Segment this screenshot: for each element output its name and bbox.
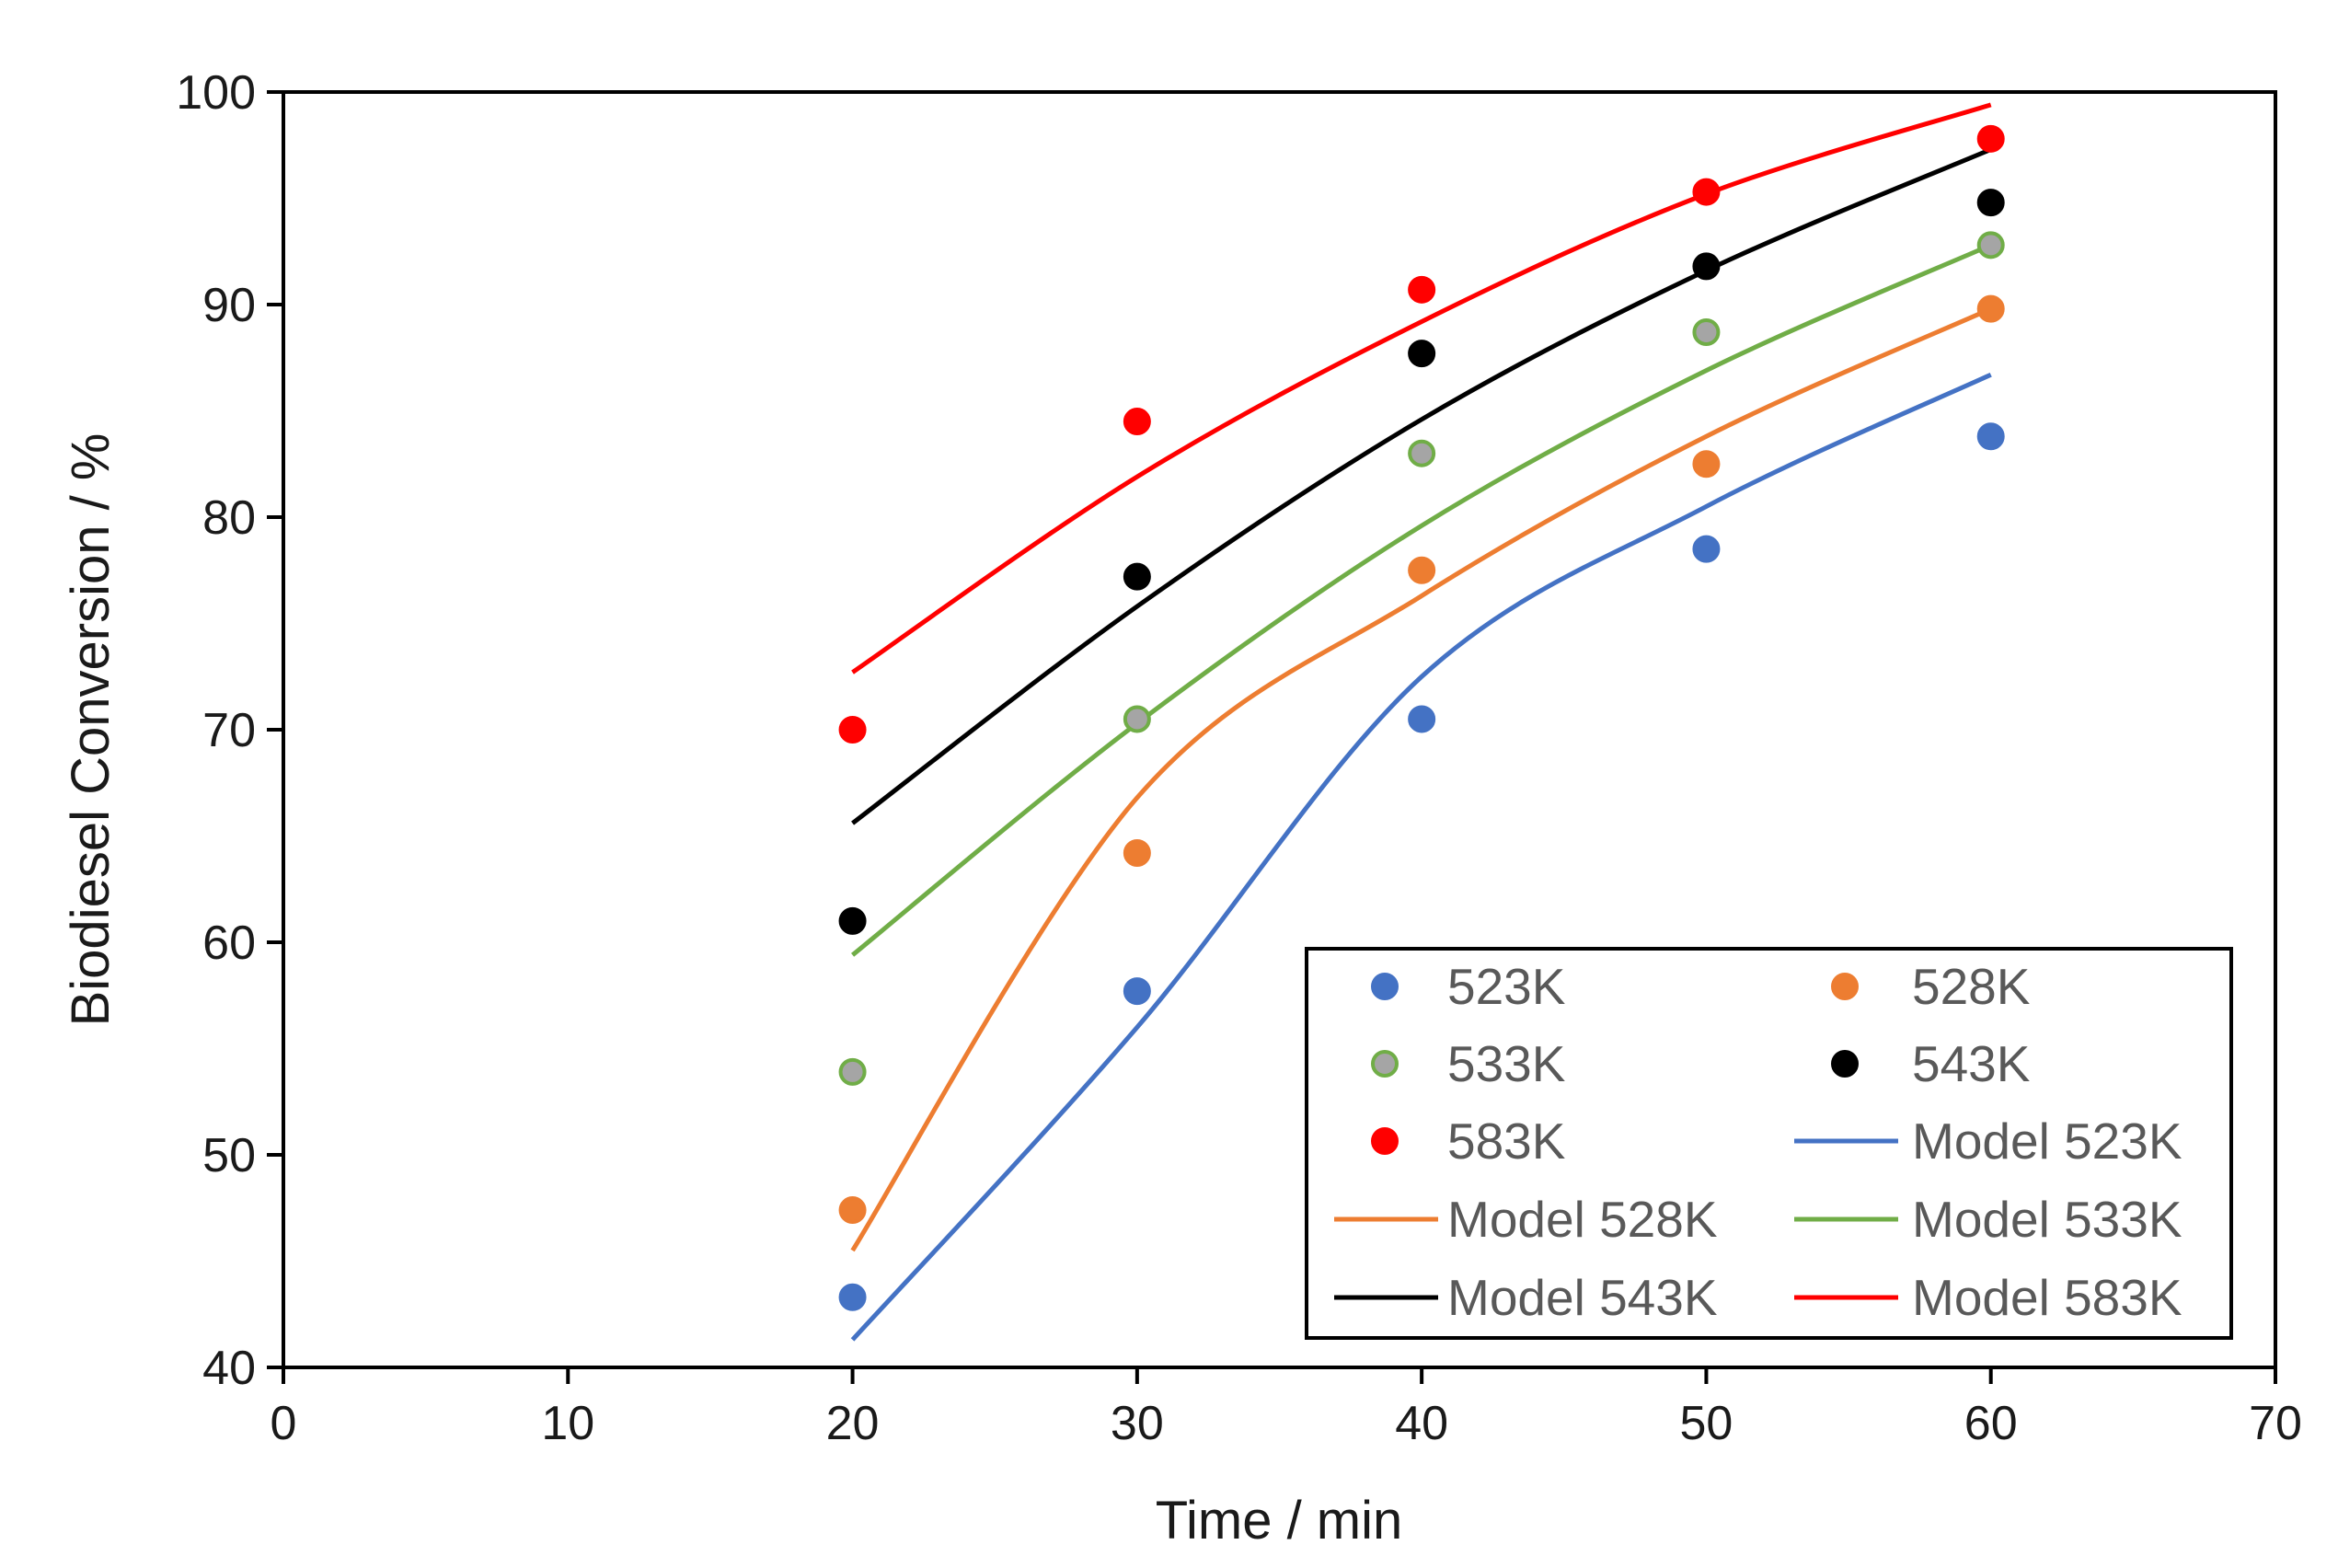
legend-label-model-533k: Model 533K (1912, 1191, 2183, 1248)
legend-label-533k: 533K (1447, 1035, 1566, 1092)
y-tick-label: 40 (202, 1342, 256, 1395)
point-583k (838, 716, 867, 744)
x-tick-label: 50 (1680, 1397, 1733, 1450)
point-583k (1123, 408, 1151, 436)
legend: 523K 528K 533K 543K 583K Model 523K Model 528K… (1305, 947, 2233, 1340)
legend-label-528k: 528K (1912, 958, 2031, 1015)
point-543k (1123, 562, 1151, 591)
y-tick-label: 90 (202, 279, 256, 332)
point-583k (1692, 178, 1721, 206)
point-583k (1408, 275, 1436, 304)
x-tick-label: 20 (826, 1397, 880, 1450)
point-533k (1976, 231, 2005, 259)
x-tick-label: 40 (1395, 1397, 1448, 1450)
x-tick-label: 70 (2249, 1397, 2302, 1450)
y-tick-label: 70 (202, 704, 256, 757)
legend-marker-533k (1371, 1050, 1399, 1078)
y-axis-title: Biodiesel Conversion / % (61, 433, 121, 1027)
x-axis: 0 10 20 30 40 50 60 70 (271, 1367, 2302, 1450)
point-523k (1692, 535, 1721, 563)
legend-label-model-543k: Model 543K (1447, 1269, 1718, 1326)
model-lines (850, 102, 1992, 1342)
x-tick-label: 0 (271, 1397, 297, 1450)
point-523k (838, 1283, 867, 1311)
x-tick-label: 10 (541, 1397, 594, 1450)
x-tick-label: 60 (1964, 1397, 2018, 1450)
point-528k (1976, 294, 2005, 323)
point-533k (838, 1057, 867, 1086)
point-528k (1408, 556, 1436, 584)
point-543k (1692, 252, 1721, 281)
point-523k (1123, 977, 1151, 1006)
y-tick-label: 80 (202, 491, 256, 545)
point-528k (1692, 450, 1721, 478)
point-543k (838, 906, 867, 935)
legend-marker-523k (1371, 973, 1399, 1000)
y-tick-label: 100 (176, 66, 256, 120)
x-axis-title: Time / min (1156, 1491, 1403, 1551)
legend-label-583k: 583K (1447, 1113, 1566, 1170)
y-tick-label: 50 (202, 1129, 256, 1182)
legend-box (1305, 947, 2233, 1340)
point-533k (1123, 705, 1151, 733)
series-line-model-543k (851, 147, 1992, 825)
point-583k (1976, 124, 2005, 153)
x-tick-label: 30 (1111, 1397, 1164, 1450)
point-543k (1408, 340, 1436, 368)
series-line-model-583k (851, 102, 1992, 674)
point-523k (1408, 705, 1436, 733)
series-line-model-533k (850, 243, 1992, 957)
data-markers (838, 124, 2005, 1311)
point-533k (1408, 439, 1436, 467)
legend-label-523k: 523K (1447, 958, 1566, 1015)
point-523k (1976, 422, 2005, 451)
series-line-model-528k (850, 306, 1992, 1252)
point-528k (838, 1196, 867, 1225)
y-axis: 40 50 60 70 80 90 100 (176, 66, 283, 1395)
legend-label-543k: 543K (1912, 1035, 2031, 1092)
legend-label-model-528k: Model 528K (1447, 1191, 1718, 1248)
point-533k (1692, 318, 1721, 347)
legend-label-model-523k: Model 523K (1912, 1113, 2183, 1170)
legend-marker-543k (1831, 1050, 1859, 1078)
legend-marker-583k (1371, 1127, 1399, 1155)
y-tick-label: 60 (202, 917, 256, 970)
legend-marker-528k (1831, 973, 1859, 1000)
point-543k (1976, 189, 2005, 217)
legend-label-model-583k: Model 583K (1912, 1269, 2183, 1326)
point-528k (1123, 838, 1151, 867)
series-line-model-523k (850, 372, 1992, 1342)
